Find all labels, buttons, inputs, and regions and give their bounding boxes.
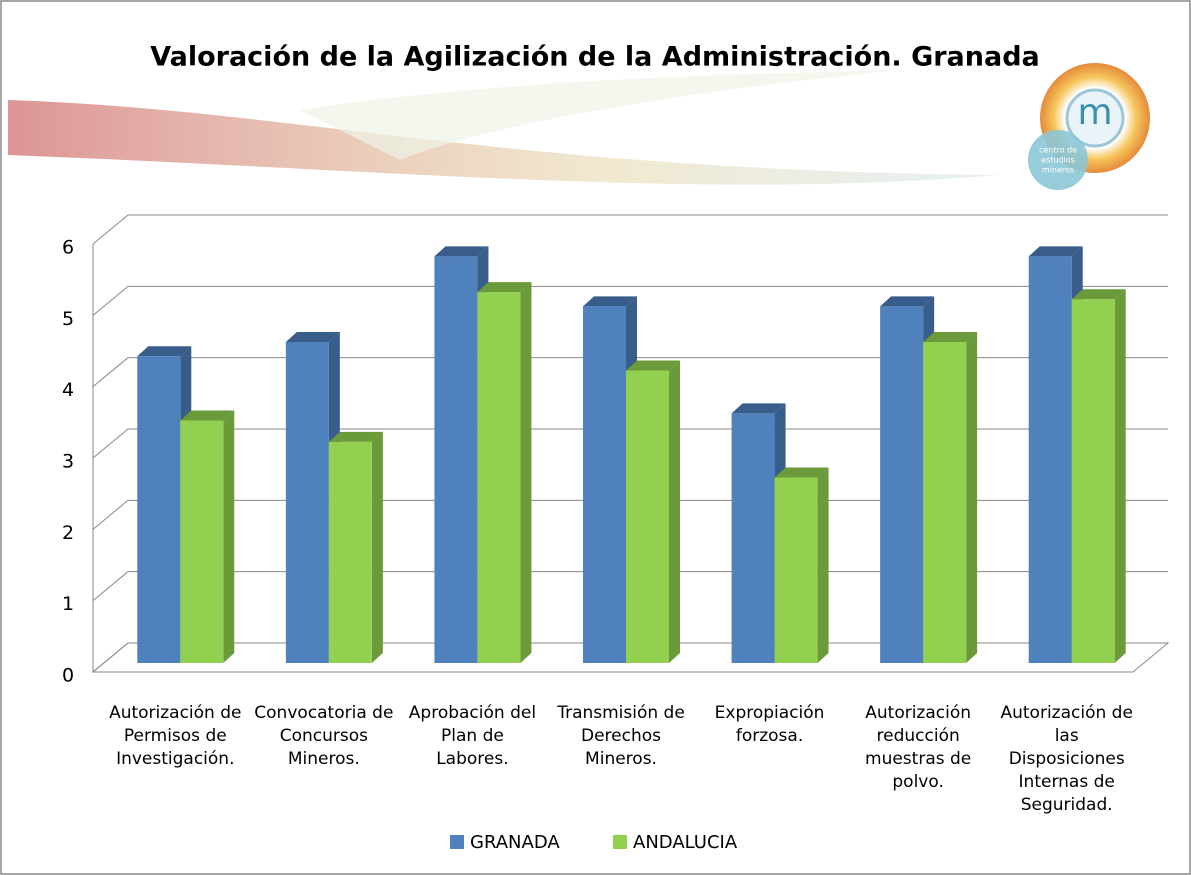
bar bbox=[1072, 299, 1115, 663]
logo-text: estudios bbox=[1041, 156, 1075, 165]
bar bbox=[329, 442, 372, 663]
bar bbox=[775, 478, 818, 663]
y-tick-label: 4 bbox=[62, 379, 74, 401]
bar bbox=[434, 256, 477, 663]
x-tick-label: Expropiación forzosa. bbox=[700, 702, 840, 748]
bar bbox=[626, 371, 669, 663]
bar bbox=[1029, 256, 1072, 663]
x-tick-label: Transmisión de Derechos Mineros. bbox=[551, 702, 691, 771]
bar-side bbox=[223, 410, 234, 663]
bar bbox=[180, 420, 223, 663]
y-tick-label: 0 bbox=[62, 665, 74, 687]
y-tick-label: 6 bbox=[62, 237, 74, 259]
chart-title: Valoración de la Agilización de la Admin… bbox=[150, 42, 1040, 73]
bar-side bbox=[1115, 289, 1126, 663]
grid-line bbox=[93, 215, 1168, 244]
legend-swatch bbox=[613, 835, 627, 849]
bar-side bbox=[818, 468, 829, 663]
legend-label: GRANADA bbox=[470, 832, 560, 853]
swoosh bbox=[300, 70, 900, 160]
y-tick-label: 5 bbox=[62, 308, 74, 330]
bar bbox=[137, 356, 180, 663]
bar-side bbox=[966, 332, 977, 663]
x-tick-label: Convocatoria de Concursos Mineros. bbox=[254, 702, 394, 771]
x-tick-label: Autorización de Permisos de Investigació… bbox=[105, 702, 245, 771]
x-tick-label: Autorización de las Disposiciones Intern… bbox=[997, 702, 1137, 817]
bar-side bbox=[372, 432, 383, 663]
bar bbox=[732, 413, 775, 663]
legend-label: ANDALUCIA bbox=[633, 832, 738, 853]
bar bbox=[923, 342, 966, 663]
bar-side bbox=[669, 361, 680, 663]
logo-text: mineros bbox=[1042, 166, 1074, 175]
bar bbox=[583, 306, 626, 663]
x-tick-label: Aprobación del Plan de Labores. bbox=[402, 702, 542, 771]
y-tick-label: 2 bbox=[62, 522, 74, 544]
bar bbox=[880, 306, 923, 663]
logo-letter: m bbox=[1077, 92, 1112, 133]
y-tick-label: 1 bbox=[62, 593, 74, 615]
x-tick-label: Autorización reducción muestras de polvo… bbox=[848, 702, 988, 794]
bar-side bbox=[520, 282, 531, 663]
chart: m Valoración de la Agilización de la Adm… bbox=[0, 0, 1191, 875]
legend-swatch bbox=[450, 835, 464, 849]
y-tick-label: 3 bbox=[62, 451, 74, 473]
logo-text: centro de bbox=[1039, 146, 1077, 155]
bar bbox=[477, 292, 520, 663]
bar bbox=[286, 342, 329, 663]
